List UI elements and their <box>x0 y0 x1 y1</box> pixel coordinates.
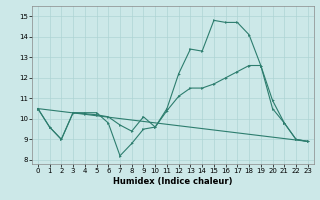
X-axis label: Humidex (Indice chaleur): Humidex (Indice chaleur) <box>113 177 233 186</box>
